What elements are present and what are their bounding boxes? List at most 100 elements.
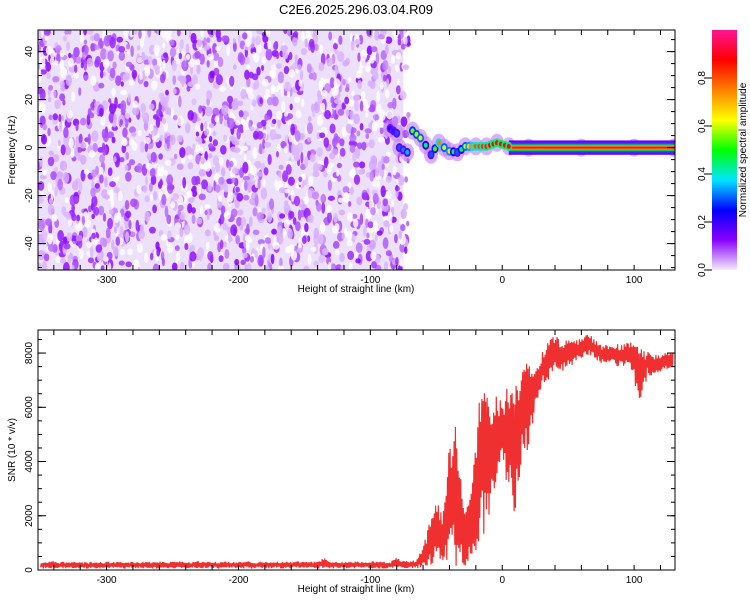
noise-blob bbox=[164, 159, 172, 166]
noise-blob bbox=[206, 90, 213, 100]
noise-blob bbox=[47, 127, 51, 137]
noise-blob bbox=[90, 187, 96, 198]
x-tick-label: 100 bbox=[626, 275, 643, 286]
noise-blob bbox=[219, 239, 224, 250]
noise-blob bbox=[191, 207, 196, 214]
noise-blob bbox=[212, 130, 217, 137]
noise-blob bbox=[222, 222, 228, 231]
noise-blob bbox=[301, 235, 307, 245]
noise-blob bbox=[189, 58, 195, 68]
noise-blob bbox=[270, 253, 275, 265]
noise-blob bbox=[218, 176, 225, 185]
noise-blob bbox=[372, 157, 376, 164]
noise-blob bbox=[403, 203, 409, 211]
noise-blob bbox=[90, 43, 95, 52]
noise-blob bbox=[277, 118, 282, 129]
noise-blob bbox=[234, 258, 240, 266]
noise-blob bbox=[175, 234, 180, 240]
noise-blob bbox=[59, 258, 67, 264]
noise-blob bbox=[73, 46, 80, 58]
noise-blob bbox=[252, 130, 260, 140]
noise-blob bbox=[320, 53, 326, 66]
noise-blob bbox=[289, 244, 295, 252]
colorbar-tick-label: 0.4 bbox=[697, 167, 708, 181]
noise-blob bbox=[271, 118, 277, 125]
noise-blob bbox=[190, 32, 197, 44]
noise-blob bbox=[65, 74, 73, 87]
noise-blob bbox=[77, 152, 81, 162]
noise-blob bbox=[293, 145, 300, 154]
noise-blob bbox=[367, 80, 373, 87]
noise-blob bbox=[334, 64, 338, 74]
y-tick-label: 2000 bbox=[24, 504, 35, 527]
noise-blob bbox=[47, 203, 55, 216]
noise-blob bbox=[240, 216, 247, 227]
noise-blob bbox=[204, 203, 211, 210]
noise-blob bbox=[227, 231, 232, 244]
noise-blob bbox=[169, 39, 175, 46]
noise-blob bbox=[57, 230, 64, 242]
noise-blob bbox=[372, 71, 379, 81]
noise-blob bbox=[122, 127, 128, 138]
noise-blob bbox=[326, 165, 332, 175]
noise-blob bbox=[68, 219, 72, 227]
noise-blob bbox=[248, 216, 253, 227]
noise-blob bbox=[107, 167, 113, 177]
noise-blob bbox=[44, 35, 49, 41]
noise-blob bbox=[242, 32, 248, 40]
noise-blob bbox=[312, 72, 317, 81]
noise-blob bbox=[128, 159, 136, 166]
noise-blob bbox=[357, 142, 363, 150]
noise-blob bbox=[386, 110, 394, 120]
noise-blob bbox=[136, 184, 142, 195]
noise-blob bbox=[80, 62, 84, 69]
signal-core bbox=[429, 152, 434, 158]
noise-blob bbox=[386, 151, 391, 158]
noise-blob bbox=[366, 30, 373, 37]
noise-blob bbox=[46, 72, 51, 80]
noise-blob bbox=[333, 132, 339, 143]
noise-blob bbox=[162, 42, 166, 49]
noise-blob bbox=[276, 110, 283, 121]
noise-blob bbox=[312, 111, 316, 118]
noise-blob bbox=[128, 117, 132, 123]
snr-ylabel: SNR (10 * v/v) bbox=[7, 418, 18, 482]
snr-line bbox=[40, 334, 674, 569]
noise-blob bbox=[125, 231, 130, 243]
noise-blob bbox=[215, 74, 223, 86]
noise-blob bbox=[311, 191, 320, 200]
noise-blob bbox=[267, 40, 272, 50]
noise-blob bbox=[288, 51, 293, 61]
noise-blob bbox=[78, 133, 83, 144]
noise-blob bbox=[169, 134, 176, 146]
noise-blob bbox=[304, 222, 309, 233]
noise-blob bbox=[252, 147, 258, 160]
noise-blob bbox=[260, 187, 268, 200]
noise-blob bbox=[235, 235, 241, 245]
noise-blob bbox=[128, 79, 136, 86]
chart-title: C2E6.2025.296.03.04.R09 bbox=[279, 2, 433, 17]
noise-blob bbox=[150, 80, 158, 91]
noise-blob bbox=[108, 123, 112, 130]
noise-blob bbox=[73, 195, 79, 203]
noise-blob bbox=[107, 50, 114, 62]
noise-blob bbox=[216, 36, 222, 43]
noise-blob bbox=[70, 148, 75, 159]
noise-blob bbox=[79, 248, 84, 260]
noise-blob bbox=[310, 246, 317, 252]
noise-blob bbox=[402, 64, 410, 70]
noise-blob bbox=[351, 234, 356, 243]
noise-blob bbox=[102, 212, 107, 222]
noise-blob bbox=[102, 71, 107, 77]
noise-blob bbox=[230, 208, 238, 218]
noise-blob bbox=[358, 64, 363, 75]
noise-blob bbox=[280, 45, 288, 52]
noise-blob bbox=[337, 197, 344, 203]
noise-blob bbox=[322, 247, 329, 256]
noise-blob bbox=[370, 207, 376, 216]
noise-blob bbox=[236, 192, 244, 202]
noise-blob bbox=[118, 157, 125, 163]
noise-blob bbox=[232, 64, 237, 70]
noise-blob bbox=[346, 239, 353, 247]
